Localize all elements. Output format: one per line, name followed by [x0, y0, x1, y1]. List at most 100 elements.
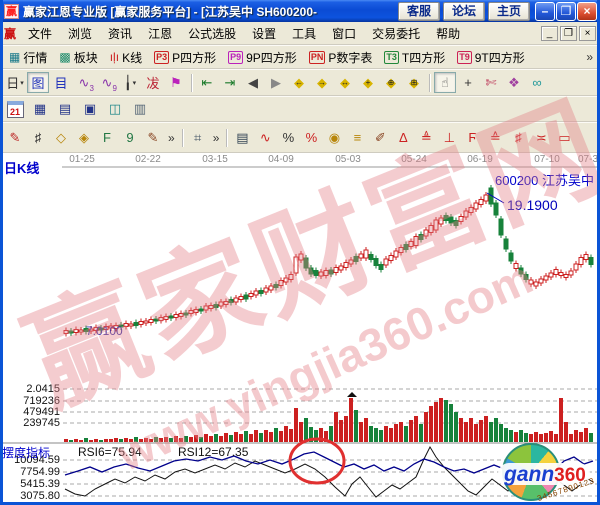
gold-levels-icon[interactable]: ≡: [353, 130, 362, 145]
bars-3-icon[interactable]: ∿ 3: [78, 74, 94, 94]
menu-bar: 赢 文件 浏览 资讯 江恩 公式选股 设置 工具 窗口 交易委托 帮助 _ ❐ ×: [0, 22, 600, 45]
link-tool-icon[interactable]: ∞: [532, 75, 542, 90]
lasso-tool-icon[interactable]: ✄: [485, 74, 497, 90]
calculator-icon[interactable]: ▦: [33, 101, 47, 116]
menu-item-7[interactable]: 窗口: [332, 26, 357, 41]
toolbar-separator: [191, 73, 192, 92]
bars-9-icon[interactable]: ∿ 9: [101, 74, 117, 94]
title-bar: 赢 赢家江恩专业版 [赢家服务平台] - [江苏吴中 SH600200- 客服 …: [0, 0, 600, 22]
chips-view-icon[interactable]: 图: [27, 72, 49, 93]
ink-tool-icon[interactable]: 冹: [146, 76, 160, 91]
shape-tool-icon[interactable]: ❖: [508, 74, 520, 90]
t-square-icon: T3: [384, 50, 399, 64]
fib-line-icon[interactable]: Ϝ: [468, 130, 477, 145]
brush-icon[interactable]: ✐: [374, 129, 386, 145]
nine-grid-icon[interactable]: 9: [126, 130, 134, 145]
menu-item-4[interactable]: 公式选股: [188, 26, 237, 41]
toolbar-tools: 日 ▾ 图目 ∿ 3 ∿ 9 ╽ ▾ 冹 ⚑ ⇤ ⇥ ◀ ▶ ◆ ← ◆ → ◆ ↔ ◆ + ◆ ⊕ ◆ ⊞ ☝ + ✄ ❖ ∞: [0, 69, 600, 96]
window-line-icon[interactable]: ⌗: [194, 129, 202, 145]
time-line-icon[interactable]: ♯: [515, 130, 522, 145]
gold-line-2-icon[interactable]: ≙: [489, 129, 501, 145]
pen-grid-icon[interactable]: ✎: [147, 129, 159, 145]
oscillator-panel-label: 摆度指标: [2, 446, 51, 460]
toolbar-overflow-chevron[interactable]: »: [168, 130, 175, 145]
gann-wheel-icon[interactable]: ◉: [328, 129, 341, 145]
toolbar-overflow-chevron[interactable]: »: [212, 130, 220, 145]
forum-button[interactable]: 论坛: [442, 1, 485, 21]
diamond-both-icon[interactable]: ◆ ↔: [340, 74, 350, 90]
menu-item-6[interactable]: 工具: [292, 26, 317, 41]
price-line-icon[interactable]: ≍: [535, 129, 547, 145]
toolbar-button-kline[interactable]: ıļı K线: [109, 50, 143, 65]
axis-label: 3075.80: [20, 490, 60, 502]
percent-red-icon[interactable]: %: [305, 130, 318, 145]
notes-icon[interactable]: ▤: [58, 101, 72, 116]
minimize-button[interactable]: –: [535, 1, 555, 21]
toolbar-separator: [181, 128, 183, 147]
network-icon[interactable]: ◫: [108, 101, 122, 116]
pen-tool-icon[interactable]: ✎: [9, 129, 21, 145]
menu-item-8[interactable]: 交易委托: [372, 26, 421, 41]
toolbar-utilities: 21 ▦ ▤ ▣ ◫ ▥: [0, 96, 600, 122]
chart-area[interactable]: 19.1900 7.0100 日K线 600200 江苏吴中 摆度指标 RSI6=…: [0, 153, 600, 505]
axis-label: 719236: [23, 395, 60, 407]
grid-lines-icon[interactable]: ♯: [34, 130, 42, 145]
crosshair-icon[interactable]: +: [464, 75, 472, 90]
percent-line-icon[interactable]: ∿: [259, 129, 271, 145]
diamond-grid-icon[interactable]: ◆ ⊞: [409, 74, 419, 90]
diamond-expand-icon[interactable]: ◆ ⊕: [386, 74, 396, 90]
menu-item-1[interactable]: 浏览: [68, 26, 93, 41]
toolbar-overflow-chevron[interactable]: »: [586, 50, 593, 64]
toolbar-button-9p-square[interactable]: P9 9P四方形: [228, 50, 297, 65]
gold-square-2-icon[interactable]: ◈: [79, 129, 89, 145]
candle-tool-dropdown-icon[interactable]: ╽ ▾: [123, 74, 137, 90]
maximize-button[interactable]: ❐: [556, 1, 576, 21]
mdi-close-button[interactable]: ×: [579, 25, 596, 41]
date-tick: 07-3: [577, 154, 599, 165]
candle-type-dropdown-icon[interactable]: 日 ▾: [6, 76, 24, 91]
gold-square-icon[interactable]: ◇: [56, 129, 66, 145]
list-view-icon[interactable]: 目: [54, 76, 68, 91]
percent-icon[interactable]: %: [282, 130, 295, 145]
last-page-icon[interactable]: ⇥: [224, 74, 236, 90]
p-table-icon: PN: [308, 50, 326, 64]
computer-icon[interactable]: ▥: [133, 101, 147, 116]
diamond-right-icon[interactable]: ◆ →: [317, 74, 327, 90]
save-icon[interactable]: ▣: [83, 101, 97, 116]
gold-ratio-icon[interactable]: ≜: [420, 129, 432, 145]
toolbar-button-9t-square[interactable]: T9 9T四方形: [457, 50, 525, 65]
diamond-plus-icon[interactable]: ◆ +: [363, 74, 373, 90]
chart-canvas[interactable]: 19.1900 7.0100: [0, 153, 600, 505]
diamond-left-icon[interactable]: ◆ ←: [294, 74, 304, 90]
scale-tool-icon[interactable]: ▤: [236, 129, 249, 145]
support-button[interactable]: 客服: [397, 1, 440, 21]
calendar-icon[interactable]: 21: [4, 99, 26, 120]
close-button[interactable]: ×: [577, 1, 597, 21]
toolbar-button-t-square[interactable]: T3 T四方形: [384, 50, 446, 65]
menu-item-0[interactable]: 文件: [28, 26, 53, 41]
toolbar-main: ▦ 行情 ▩ 板块 ıļı K线 P3 P四方形 P9 9P四方形 PN P数字表 T3 T四方形 T9 9T…: [0, 45, 600, 69]
toolbar-button-sectors[interactable]: ▩ 板块: [59, 50, 98, 65]
f-grid-icon[interactable]: F: [103, 130, 111, 145]
square-line-icon[interactable]: ▭: [558, 129, 571, 145]
toolbar-button-p-table[interactable]: PN P数字表: [308, 50, 373, 65]
vertical-line-icon[interactable]: ⊥: [443, 129, 456, 145]
mdi-restore-button[interactable]: ❐: [560, 25, 577, 41]
menu-item-5[interactable]: 设置: [252, 26, 277, 41]
menu-item-2[interactable]: 资讯: [108, 26, 133, 41]
menu-item-3[interactable]: 江恩: [148, 26, 173, 41]
prev-icon[interactable]: ◀: [248, 74, 258, 90]
homepage-button[interactable]: 主页: [487, 1, 530, 21]
angle-line-icon[interactable]: ∆: [399, 130, 408, 145]
toolbar-button-quotes[interactable]: ▦ 行情: [9, 50, 48, 65]
mdi-doc-icon: 赢: [4, 26, 17, 41]
menu-item-9[interactable]: 帮助: [436, 26, 461, 41]
next-icon[interactable]: ▶: [271, 74, 281, 90]
logo-text-360: 360: [554, 465, 586, 486]
hand-cursor-icon[interactable]: ☝: [434, 72, 456, 93]
toolbar-drawing: ✎ ♯ ◇ ◈ F 9 ✎ » ⌗ » ▤ ∿%% ◉ ≡ ✐ ∆ ≜ ⊥ Ϝ ≙ ♯ ≍ ▭: [0, 122, 600, 153]
flag-tool-icon[interactable]: ⚑: [170, 74, 182, 90]
mdi-minimize-button[interactable]: _: [541, 25, 558, 41]
first-page-icon[interactable]: ⇤: [201, 74, 213, 90]
toolbar-button-p-square[interactable]: P3 P四方形: [154, 50, 217, 65]
